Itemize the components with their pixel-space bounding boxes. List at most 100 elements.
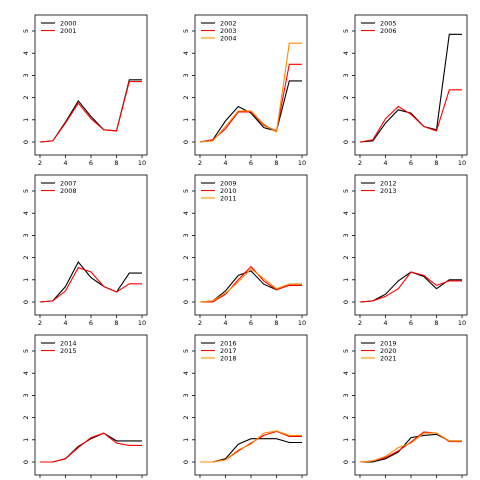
y-tick-label: 3 [182, 73, 190, 77]
x-tick-label: 10 [458, 159, 466, 167]
series-line-2012 [359, 271, 462, 303]
y-tick-label: 3 [22, 233, 30, 237]
series-line-2003 [199, 63, 302, 143]
y-tick-label: 5 [342, 29, 350, 33]
y-tick-label: 2 [182, 416, 190, 420]
series-line-2013 [359, 271, 462, 303]
chart-panel-8: 012345246810201620172018 [182, 334, 308, 480]
series-line-2004 [199, 42, 302, 143]
y-tick-label: 1 [22, 438, 30, 442]
plot-frame [354, 174, 468, 316]
legend-label: 2003 [220, 27, 237, 35]
plot-frame [34, 334, 148, 476]
y-tick-label: 5 [22, 29, 30, 33]
legend-label: 2010 [220, 187, 237, 195]
y-tick-label: 5 [22, 349, 30, 353]
y-tick-label: 2 [22, 416, 30, 420]
y-tick-label: 4 [342, 51, 350, 55]
x-tick-label: 10 [138, 159, 146, 167]
y-tick-label: 1 [182, 438, 190, 442]
series-line-2020 [359, 431, 462, 463]
legend-label: 2018 [220, 354, 237, 362]
legend-label: 2008 [60, 187, 77, 195]
y-tick-label: 1 [342, 438, 350, 442]
series-line-2007 [39, 261, 142, 303]
y-tick-label: 3 [22, 73, 30, 77]
legend-label: 2014 [60, 339, 77, 347]
y-tick-label: 1 [22, 118, 30, 122]
x-tick-label: 8 [434, 319, 438, 327]
legend-label: 2012 [380, 179, 397, 187]
y-tick-label: 0 [342, 300, 350, 304]
legend-label: 2013 [380, 187, 397, 195]
series-line-2015 [40, 432, 142, 463]
series-line-2006 [359, 89, 462, 143]
y-tick-label: 5 [22, 189, 30, 193]
series-line-2017 [200, 430, 302, 463]
plot-frame [34, 174, 148, 316]
y-tick-label: 4 [22, 371, 30, 375]
x-tick-label: 4 [383, 159, 387, 167]
x-tick-label: 6 [89, 159, 93, 167]
y-tick-label: 5 [182, 189, 190, 193]
y-tick-label: 0 [342, 460, 350, 464]
legend-label: 2000 [60, 19, 77, 27]
series-line-2005 [359, 33, 462, 143]
series-line-2021 [359, 432, 462, 463]
plot-frame [194, 334, 308, 476]
plot-frame [194, 14, 308, 156]
x-tick-label: 6 [249, 159, 253, 167]
y-tick-label: 2 [22, 256, 30, 260]
x-tick-label: 4 [223, 159, 227, 167]
y-tick-label: 0 [22, 300, 30, 304]
series-line-2019 [360, 433, 462, 463]
legend-label: 2007 [60, 179, 77, 187]
y-tick-label: 0 [182, 140, 190, 144]
y-tick-label: 2 [182, 256, 190, 260]
y-tick-label: 1 [22, 278, 30, 282]
x-tick-label: 4 [63, 319, 67, 327]
y-tick-label: 0 [182, 300, 190, 304]
y-tick-label: 3 [342, 233, 350, 237]
series-line-2001 [39, 81, 142, 143]
x-tick-label: 8 [114, 319, 118, 327]
legend-label: 2019 [380, 339, 397, 347]
x-tick-label: 2 [38, 319, 42, 327]
y-tick-label: 4 [182, 371, 190, 375]
chart-panel-7: 01234524681020142015 [22, 334, 148, 480]
y-tick-label: 1 [342, 118, 350, 122]
legend-label: 2006 [380, 27, 397, 35]
series-line-2008 [39, 266, 142, 303]
y-tick-label: 2 [182, 96, 190, 100]
series-line-2010 [200, 265, 302, 303]
x-tick-label: 4 [223, 319, 227, 327]
x-tick-label: 6 [89, 319, 93, 327]
y-tick-label: 1 [182, 118, 190, 122]
y-tick-label: 4 [182, 211, 190, 215]
x-tick-label: 8 [274, 319, 278, 327]
y-tick-label: 5 [342, 349, 350, 353]
x-tick-label: 8 [274, 159, 278, 167]
y-tick-label: 1 [182, 278, 190, 282]
legend-label: 2009 [220, 179, 237, 187]
series-line-2000 [39, 79, 142, 143]
series-line-2018 [200, 430, 302, 463]
legend-label: 2005 [380, 19, 397, 27]
x-tick-label: 2 [198, 319, 202, 327]
legend-label: 2011 [220, 194, 237, 202]
x-tick-label: 2 [358, 159, 362, 167]
legend-label: 2001 [60, 27, 77, 35]
x-tick-label: 4 [383, 319, 387, 327]
plot-frame [34, 14, 148, 156]
y-tick-label: 4 [342, 371, 350, 375]
